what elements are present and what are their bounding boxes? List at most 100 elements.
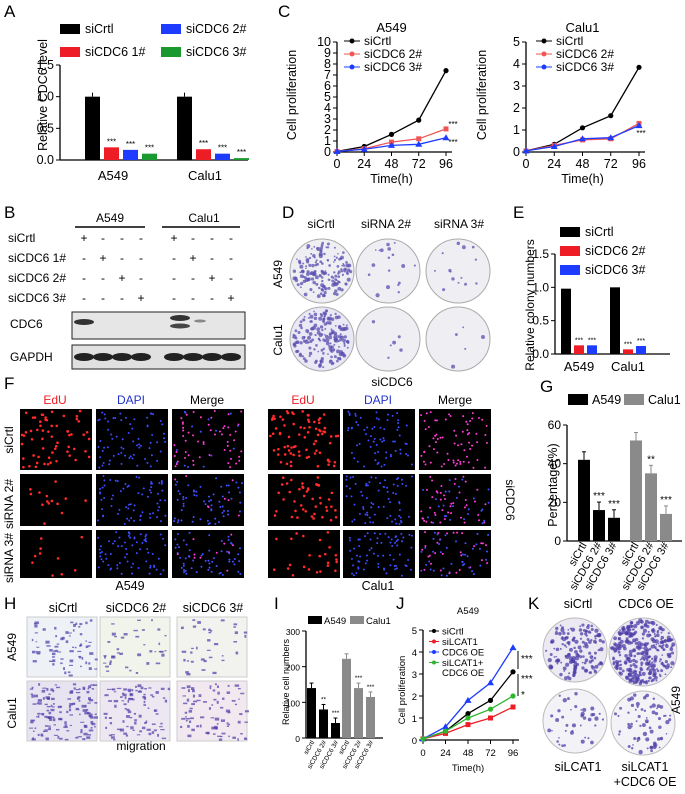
nucleus (191, 425, 194, 428)
migrated-cell (134, 719, 137, 722)
migrated-cell (84, 711, 89, 715)
nucleus (235, 481, 238, 484)
colony (326, 321, 330, 325)
colony (292, 333, 295, 337)
x-tick-label: Calu1 (188, 168, 222, 183)
colony (330, 355, 333, 359)
migrated-cell (53, 703, 55, 705)
colony (632, 658, 636, 663)
nucleus (41, 503, 44, 507)
nucleus (404, 442, 407, 445)
colony (310, 252, 313, 255)
nucleus (322, 413, 326, 416)
migrated-cell (191, 687, 195, 691)
condition-mark: - (210, 291, 214, 305)
condition-mark: - (172, 251, 176, 265)
colony (338, 352, 343, 357)
migrated-cell (187, 689, 190, 693)
nucleus (190, 567, 193, 570)
colony (583, 661, 587, 665)
migrated-cell (90, 720, 94, 724)
nucleus (386, 517, 389, 520)
migrated-cell (201, 669, 206, 671)
nucleus (174, 483, 177, 486)
migrated-cell (44, 725, 49, 727)
colony (627, 722, 630, 726)
nucleus (38, 491, 41, 494)
migrated-cell (202, 701, 207, 703)
colony (598, 712, 601, 715)
panel-f: EdU DAPI Merge EdU DAPI Merge siCrtl siR… (2, 393, 517, 593)
colony (401, 264, 406, 268)
nucleus (238, 459, 241, 462)
colony (561, 744, 564, 748)
colony (321, 262, 324, 265)
colony (333, 255, 336, 258)
nucleus (289, 460, 293, 464)
micrograph (419, 409, 491, 470)
migrated-cell (86, 690, 90, 694)
nucleus (318, 496, 322, 500)
nucleus (391, 544, 394, 547)
y-tick-label: 3 (412, 670, 417, 681)
nucleus (46, 462, 50, 466)
migrated-cell (181, 717, 186, 720)
migrated-cell (78, 736, 82, 738)
nucleus (424, 463, 427, 466)
nucleus (120, 419, 123, 422)
nucleus (203, 500, 206, 503)
colony (346, 277, 351, 282)
nucleus (401, 482, 404, 485)
nucleus (353, 457, 356, 460)
nucleus (427, 425, 430, 428)
migrated-cell (227, 684, 230, 687)
colony (331, 279, 335, 283)
colony (309, 319, 313, 323)
nucleus (292, 422, 296, 426)
colony (298, 323, 303, 328)
nucleus (125, 553, 128, 556)
nucleus (461, 553, 464, 556)
nucleus (389, 453, 392, 456)
nucleus (370, 476, 373, 479)
colony (634, 664, 638, 669)
colony (302, 339, 307, 343)
panel-letter-k: K (528, 594, 540, 613)
nucleus (352, 475, 355, 478)
migrated-cell (142, 696, 146, 699)
nucleus (185, 543, 188, 546)
migrated-cell (111, 655, 115, 658)
nucleus (124, 454, 127, 457)
colony (558, 743, 561, 746)
migrated-cell (75, 691, 81, 694)
x-tick-label: 72 (604, 157, 618, 171)
nucleus (463, 563, 466, 566)
nucleus (185, 413, 188, 416)
nucleus (67, 445, 71, 449)
nucleus (208, 534, 211, 537)
colony (650, 665, 655, 670)
nucleus (294, 445, 297, 448)
colony (633, 693, 637, 697)
colony (655, 668, 658, 671)
nucleus (314, 505, 318, 508)
migrated-cell (200, 658, 205, 661)
migrated-cell (190, 660, 194, 663)
migrated-cell (79, 623, 83, 626)
colony (311, 325, 317, 330)
migrated-cell (68, 664, 73, 666)
nucleus (120, 545, 123, 548)
migrated-cell (134, 721, 137, 725)
migrated-cell (79, 713, 81, 716)
colony (336, 282, 339, 286)
data-point (487, 679, 494, 686)
colony (650, 644, 655, 649)
colony (579, 632, 584, 636)
nucleus (434, 441, 437, 444)
nucleus (47, 502, 51, 505)
nucleus (435, 433, 438, 436)
colony (550, 714, 554, 718)
nucleus (468, 432, 471, 435)
colony (313, 310, 315, 313)
colony (305, 272, 310, 276)
